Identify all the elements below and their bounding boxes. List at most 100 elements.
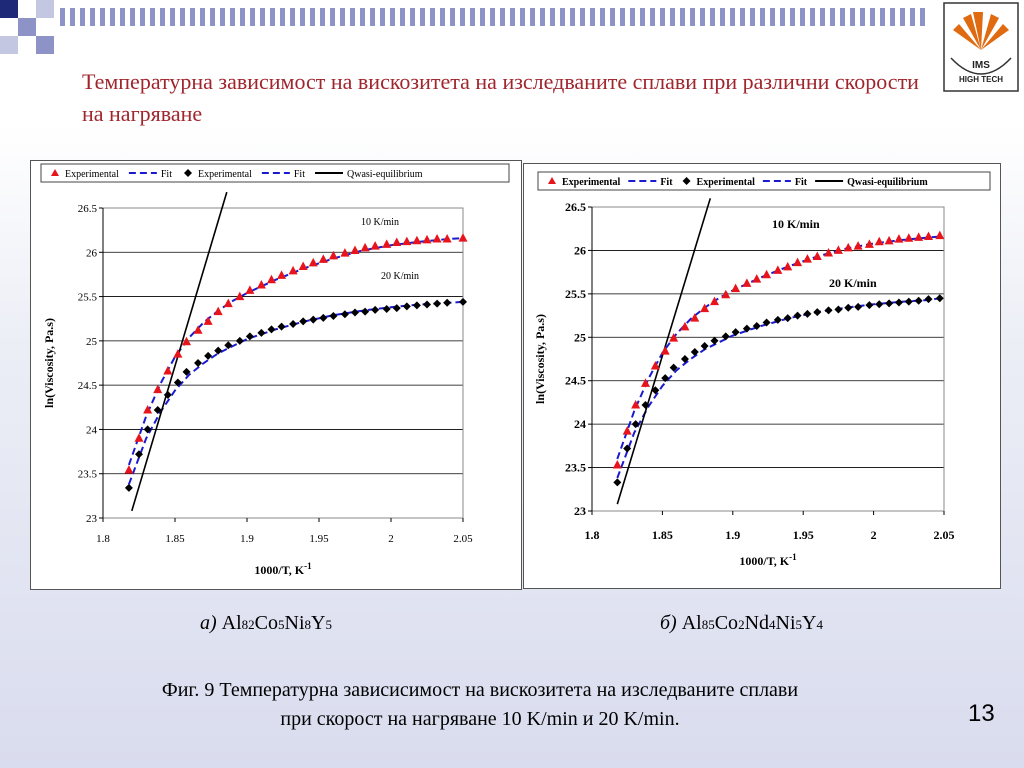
alloy-b-subscript: 4 <box>816 617 823 632</box>
legend-label: Fit <box>294 169 305 180</box>
data-point-diamond <box>924 295 933 304</box>
data-point-triangle <box>288 265 298 275</box>
alloy-a-subscript: 5 <box>325 617 332 632</box>
data-point-triangle <box>773 265 783 274</box>
data-point-triangle <box>245 285 255 294</box>
y-tick-label: 26 <box>86 247 98 259</box>
data-point-diamond <box>773 315 782 324</box>
x-tick-label: 1.8 <box>585 528 600 542</box>
data-point-diamond <box>329 312 338 321</box>
data-point-triangle <box>622 426 632 435</box>
data-point-diamond <box>700 341 709 350</box>
data-point-diamond <box>277 322 286 331</box>
data-point-diamond <box>143 425 152 434</box>
data-point-diamond <box>613 478 622 487</box>
data-point-triangle <box>752 274 762 283</box>
chart-b-svg: Experimental Fit Experimental Fit Qwasi-equi… <box>533 171 991 568</box>
data-point-triangle <box>894 234 904 243</box>
x-tick-label: 1.85 <box>165 533 185 545</box>
y-tick-label: 25 <box>574 330 586 344</box>
alloy-b-subscript: 5 <box>795 617 803 632</box>
series-line-3 <box>127 300 463 485</box>
data-point-triangle <box>762 269 772 279</box>
data-point-triangle <box>924 231 934 241</box>
data-point-diamond <box>371 305 380 314</box>
alloy-b-element: Al <box>681 612 702 634</box>
data-point-diamond <box>834 305 843 314</box>
data-point-diamond <box>392 304 401 313</box>
data-point-diamond <box>661 374 670 383</box>
logo-text-hightech: HIGH TECH <box>959 75 1003 84</box>
data-point-triangle <box>235 291 245 301</box>
y-tick-label: 25 <box>86 336 98 348</box>
data-point-diamond <box>194 359 203 367</box>
data-point-triangle <box>193 325 203 334</box>
data-point-triangle <box>124 465 134 474</box>
caption-b: б) Al85Co2Nd4Ni5Y4 <box>660 612 823 635</box>
alloy-a-subscript: 82 <box>241 617 255 632</box>
data-point-diamond <box>340 310 349 319</box>
x-axis-label: 1000/T, K-1 <box>739 552 797 568</box>
caption-b-prefix: б) <box>660 612 677 634</box>
x-tick-label: 2.05 <box>934 528 955 542</box>
y-tick-label: 24.5 <box>565 374 586 388</box>
y-tick-label: 23 <box>86 513 98 525</box>
data-point-triangle <box>442 234 452 243</box>
data-point-diamond <box>762 318 771 327</box>
legend-marker-diamond <box>184 169 192 177</box>
data-point-diamond <box>124 483 133 492</box>
data-point-triangle <box>612 459 622 469</box>
data-point-diamond <box>680 355 689 363</box>
data-point-triangle <box>904 233 914 242</box>
data-point-triangle <box>631 400 641 409</box>
data-point-triangle <box>163 365 173 375</box>
decor-square <box>36 36 54 54</box>
data-point-triangle <box>874 236 884 246</box>
data-point-triangle <box>458 233 468 242</box>
x-tick-label: 1.95 <box>793 528 814 542</box>
alloy-a-element: Ni <box>284 612 305 634</box>
alloy-b-subscript: 2 <box>738 617 745 632</box>
data-point-diamond <box>710 336 719 345</box>
data-point-diamond <box>412 301 421 310</box>
plot-area <box>591 206 945 512</box>
data-point-triangle <box>422 234 432 244</box>
data-point-triangle <box>793 257 803 267</box>
plot-area <box>102 207 464 519</box>
data-point-diamond <box>351 308 359 317</box>
data-point-diamond <box>319 313 328 322</box>
data-point-diamond <box>204 351 213 360</box>
data-point-diamond <box>173 378 182 387</box>
data-point-diamond <box>731 328 740 337</box>
alloy-b-element: Nd <box>744 612 770 634</box>
chart-a-svg: Experimental Fit Experimental Fit Qwasi-equi… <box>40 163 510 577</box>
figure-caption: Фиг. 9 Температурна зависисимост на виск… <box>40 676 920 734</box>
decor-square <box>0 36 18 54</box>
data-point-triangle <box>213 306 223 316</box>
logo-text-ims: IMS <box>972 60 990 71</box>
annotation-10kmin: 10 K/min <box>361 217 399 228</box>
series-line-4 <box>131 191 228 512</box>
data-point-triangle <box>173 349 183 358</box>
data-point-triangle <box>328 250 338 260</box>
legend-label: Experimental <box>198 169 252 180</box>
data-point-triangle <box>318 254 328 263</box>
alloy-b-formula: Al85Co2Nd4Ni5Y4 <box>682 612 823 634</box>
data-point-triangle <box>203 316 213 325</box>
data-point-triangle <box>721 289 731 299</box>
series-line-3 <box>616 297 940 479</box>
data-point-diamond <box>289 320 298 329</box>
data-point-triangle <box>802 254 812 263</box>
chart-a: Experimental Fit Experimental Fit Qwasi-equi… <box>30 160 522 590</box>
data-point-triangle <box>143 404 153 414</box>
data-point-diamond <box>641 401 650 410</box>
data-point-triangle <box>742 278 752 287</box>
data-point-diamond <box>623 444 632 453</box>
y-tick-label: 26 <box>574 243 586 257</box>
x-tick-label: 1.9 <box>725 528 740 542</box>
data-point-diamond <box>669 363 678 372</box>
data-point-triangle <box>650 360 660 370</box>
y-tick-label: 24.5 <box>78 380 98 392</box>
data-point-diamond <box>443 298 452 307</box>
data-point-triangle <box>432 234 442 243</box>
